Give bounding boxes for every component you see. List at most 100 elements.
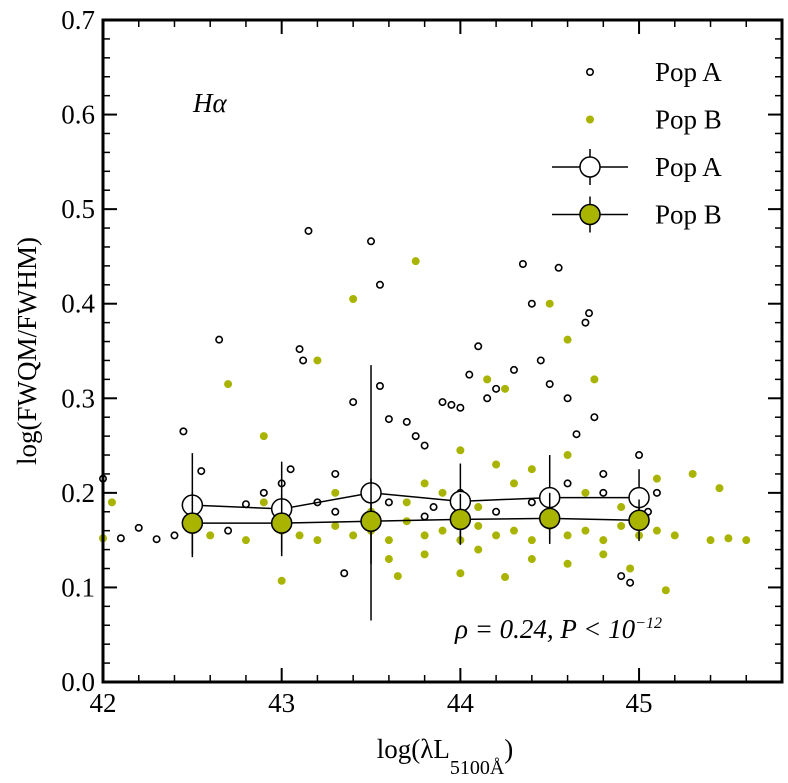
- point: [259, 432, 268, 441]
- point: [429, 503, 438, 512]
- point: [402, 417, 411, 426]
- point: [527, 465, 536, 474]
- point: [563, 335, 572, 344]
- point: [509, 479, 518, 488]
- point: [447, 400, 456, 409]
- point: [286, 465, 295, 474]
- point: [509, 365, 518, 374]
- point: [384, 555, 393, 564]
- point: [206, 531, 215, 540]
- point: [313, 356, 322, 365]
- point: [585, 309, 594, 318]
- stat-text: ρ = 0.24, P < 10: [454, 614, 636, 644]
- point: [340, 569, 349, 578]
- point: [420, 531, 429, 540]
- point: [179, 427, 188, 436]
- point: [715, 484, 724, 493]
- point: [670, 531, 679, 540]
- legend-marker: [586, 115, 594, 124]
- point: [420, 512, 429, 521]
- point: [617, 521, 626, 530]
- point: [536, 356, 545, 365]
- point: [492, 531, 501, 540]
- point: [259, 498, 268, 507]
- point: [224, 526, 233, 535]
- point: [545, 299, 554, 308]
- point: [563, 479, 572, 488]
- point: [331, 469, 340, 478]
- bin-marker: [270, 512, 293, 534]
- point: [170, 531, 179, 540]
- legend-label: Pop B: [655, 200, 722, 230]
- point: [590, 413, 599, 422]
- x-tick-label: 44: [447, 688, 475, 718]
- binned: [181, 365, 650, 621]
- point: [420, 550, 429, 559]
- point: [688, 469, 697, 478]
- point: [465, 370, 474, 379]
- x-label-main: log(λL: [377, 734, 450, 764]
- point: [474, 545, 483, 554]
- legend-marker: [585, 68, 594, 77]
- x-label-close: ): [504, 734, 513, 764]
- point: [652, 526, 661, 535]
- legend-label: Pop B: [655, 105, 722, 135]
- x-tick-label: 45: [626, 688, 653, 718]
- point: [501, 573, 510, 582]
- stat-sup: −12: [635, 615, 662, 632]
- x-label-sub: 5100Å: [450, 757, 505, 779]
- points: [99, 226, 751, 595]
- point: [331, 507, 340, 516]
- y-tick-label: 0.7: [61, 5, 95, 35]
- point: [724, 534, 733, 543]
- point: [456, 446, 465, 455]
- point: [652, 474, 661, 483]
- bin-marker: [538, 507, 561, 530]
- legend: Pop A Pop B Pop A Pop B: [552, 57, 722, 233]
- point: [599, 550, 608, 559]
- point: [706, 536, 715, 545]
- bin-marker: [181, 512, 204, 534]
- point: [456, 569, 465, 578]
- point: [224, 380, 233, 389]
- plot-area: [103, 20, 782, 682]
- point: [599, 536, 608, 545]
- bin-marker: [449, 508, 472, 531]
- point: [295, 345, 304, 354]
- point: [518, 259, 527, 268]
- point: [349, 294, 358, 303]
- point: [501, 384, 510, 393]
- point: [152, 535, 161, 544]
- point: [617, 572, 626, 581]
- point: [492, 460, 501, 469]
- point: [384, 415, 393, 424]
- frame: [101, 18, 784, 684]
- point: [563, 531, 572, 540]
- point: [402, 498, 411, 507]
- y-tick-label: 0.4: [61, 289, 95, 319]
- point: [367, 237, 376, 246]
- x-axis-label: log(λL5100Å): [377, 734, 514, 779]
- y-tick-label: 0.0: [61, 667, 95, 697]
- point: [299, 356, 308, 365]
- point: [652, 488, 661, 497]
- point: [411, 432, 420, 441]
- point: [375, 280, 384, 289]
- point: [492, 384, 501, 393]
- point: [626, 564, 635, 573]
- point: [492, 507, 501, 516]
- point: [393, 572, 402, 581]
- point: [134, 523, 143, 532]
- y-tick-label: 0.2: [61, 478, 95, 508]
- point: [474, 521, 483, 530]
- x-tick-label: 42: [90, 688, 117, 718]
- legend-marker: [579, 203, 601, 226]
- y-tick-label: 0.6: [61, 100, 95, 130]
- point: [349, 398, 358, 407]
- stat-label: ρ = 0.24, P < 10−12: [454, 614, 662, 644]
- point: [563, 394, 572, 403]
- bin-line: [192, 517, 640, 524]
- point: [599, 469, 608, 478]
- point: [581, 318, 590, 327]
